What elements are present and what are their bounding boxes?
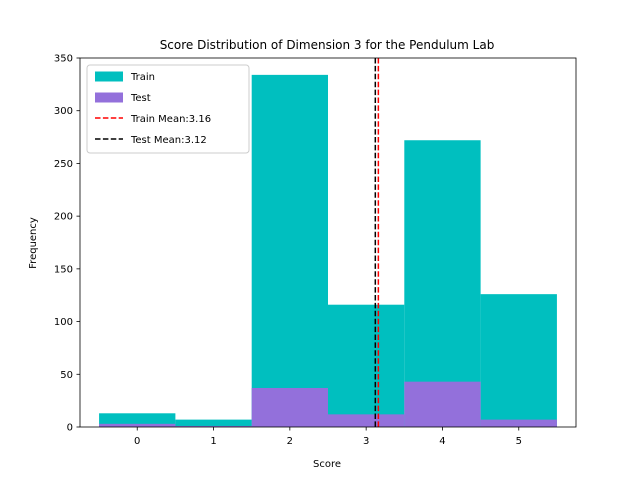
y-tick-label: 200: [54, 212, 73, 223]
y-tick-label: 0: [67, 423, 73, 434]
x-tick-label: 5: [516, 436, 522, 447]
axes-frame: [79, 57, 577, 428]
y-axis-label: Frequency: [28, 217, 39, 269]
bar-train-4: [404, 140, 481, 427]
bar-train-3: [328, 304, 405, 427]
y-tick-label: 350: [54, 54, 73, 65]
legend-swatch-train: [95, 71, 123, 82]
bar-train-0: [99, 413, 176, 427]
x-tick-label: 0: [134, 436, 140, 447]
x-tick-label: 4: [439, 436, 445, 447]
legend-label-test: Test: [130, 93, 151, 104]
legend-swatch-test: [95, 92, 123, 103]
bar-train-1: [175, 419, 252, 427]
y-tick-label: 300: [54, 106, 73, 117]
bar-test-0: [99, 423, 176, 427]
legend-label-train: Train: [130, 72, 155, 83]
bar-train-2: [251, 74, 328, 428]
chart-title: Score Distribution of Dimension 3 for th…: [160, 38, 495, 52]
x-axis-label: Score: [313, 459, 341, 470]
y-tick-label: 50: [60, 370, 73, 381]
bar-train-5: [480, 294, 557, 427]
bar-test-3: [328, 414, 405, 427]
bar-test-5: [480, 419, 557, 427]
legend: Train Test Train Mean:3.16 Test Mean:3.12: [86, 64, 250, 154]
x-tick-label: 3: [363, 436, 369, 447]
bar-test-4: [404, 381, 481, 427]
legend-label-mean-1: Test Mean:3.12: [130, 135, 207, 146]
bar-test-1: [175, 425, 252, 427]
bar-test-2: [251, 387, 328, 427]
y-tick-label: 100: [54, 317, 73, 328]
x-tick-label: 1: [210, 436, 216, 447]
legend-label-mean-0: Train Mean:3.16: [130, 114, 211, 125]
legend-box: [86, 64, 250, 154]
x-tick-label: 2: [287, 436, 293, 447]
y-tick-label: 250: [54, 159, 73, 170]
y-tick-label: 150: [54, 264, 73, 275]
